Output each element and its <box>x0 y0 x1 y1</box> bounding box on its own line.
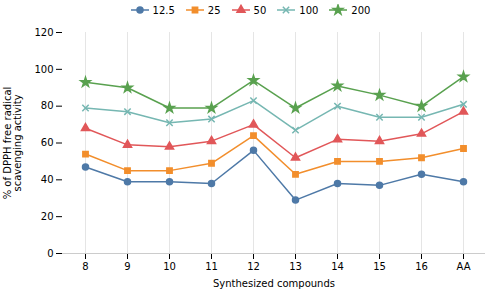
svg-text:Synthesized compounds: Synthesized compounds <box>213 278 335 289</box>
html-text:100: 100 <box>299 4 319 16</box>
svg-text:15: 15 <box>373 261 386 272</box>
svg-text:9: 9 <box>124 261 130 272</box>
svg-text:11: 11 <box>205 261 218 272</box>
svg-text:10: 10 <box>163 261 176 272</box>
html-text:50: 50 <box>253 4 267 16</box>
svg-text:0: 0 <box>47 248 53 259</box>
svg-text:120: 120 <box>34 27 53 38</box>
svg-text:40: 40 <box>41 174 54 185</box>
svg-text:% of DPPH free radicalscavengi: % of DPPH free radicalscavenging activit… <box>2 87 23 200</box>
html-text:25: 25 <box>207 4 221 16</box>
svg-text:13: 13 <box>289 261 302 272</box>
svg-text:100: 100 <box>34 64 53 75</box>
svg-text:14: 14 <box>331 261 344 272</box>
svg-text:60: 60 <box>41 137 54 148</box>
svg-text:12: 12 <box>247 261 260 272</box>
html-text:12.5: 12.5 <box>152 4 175 16</box>
html-text:200: 200 <box>351 4 371 16</box>
svg-text:AA: AA <box>457 261 471 272</box>
svg-text:16: 16 <box>415 261 428 272</box>
svg-text:80: 80 <box>41 100 54 111</box>
svg-text:20: 20 <box>41 211 54 222</box>
svg-text:8: 8 <box>82 261 88 272</box>
